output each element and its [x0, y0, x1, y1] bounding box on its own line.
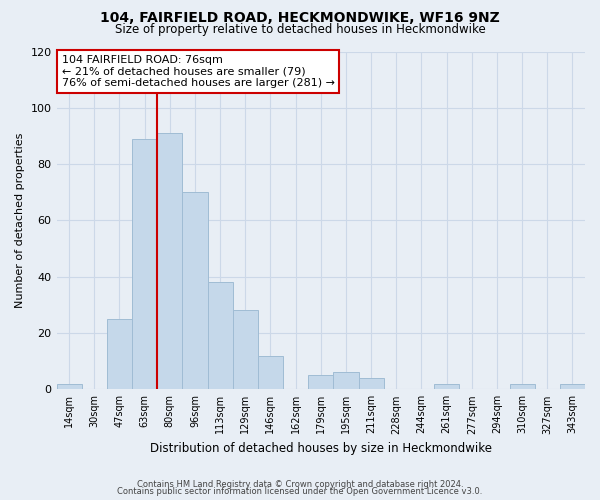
- Bar: [334, 372, 359, 390]
- Text: Contains public sector information licensed under the Open Government Licence v3: Contains public sector information licen…: [118, 488, 482, 496]
- X-axis label: Distribution of detached houses by size in Heckmondwike: Distribution of detached houses by size …: [150, 442, 492, 455]
- Bar: [208, 282, 233, 390]
- Text: Contains HM Land Registry data © Crown copyright and database right 2024.: Contains HM Land Registry data © Crown c…: [137, 480, 463, 489]
- Bar: [233, 310, 258, 390]
- Bar: [258, 356, 283, 390]
- Bar: [182, 192, 208, 390]
- Bar: [157, 133, 182, 390]
- Bar: [107, 319, 132, 390]
- Y-axis label: Number of detached properties: Number of detached properties: [15, 132, 25, 308]
- Bar: [359, 378, 383, 390]
- Bar: [509, 384, 535, 390]
- Text: Size of property relative to detached houses in Heckmondwike: Size of property relative to detached ho…: [115, 24, 485, 36]
- Bar: [132, 139, 157, 390]
- Bar: [560, 384, 585, 390]
- Bar: [434, 384, 459, 390]
- Bar: [56, 384, 82, 390]
- Bar: [308, 375, 334, 390]
- Text: 104, FAIRFIELD ROAD, HECKMONDWIKE, WF16 9NZ: 104, FAIRFIELD ROAD, HECKMONDWIKE, WF16 …: [100, 11, 500, 25]
- Text: 104 FAIRFIELD ROAD: 76sqm
← 21% of detached houses are smaller (79)
76% of semi-: 104 FAIRFIELD ROAD: 76sqm ← 21% of detac…: [62, 55, 335, 88]
